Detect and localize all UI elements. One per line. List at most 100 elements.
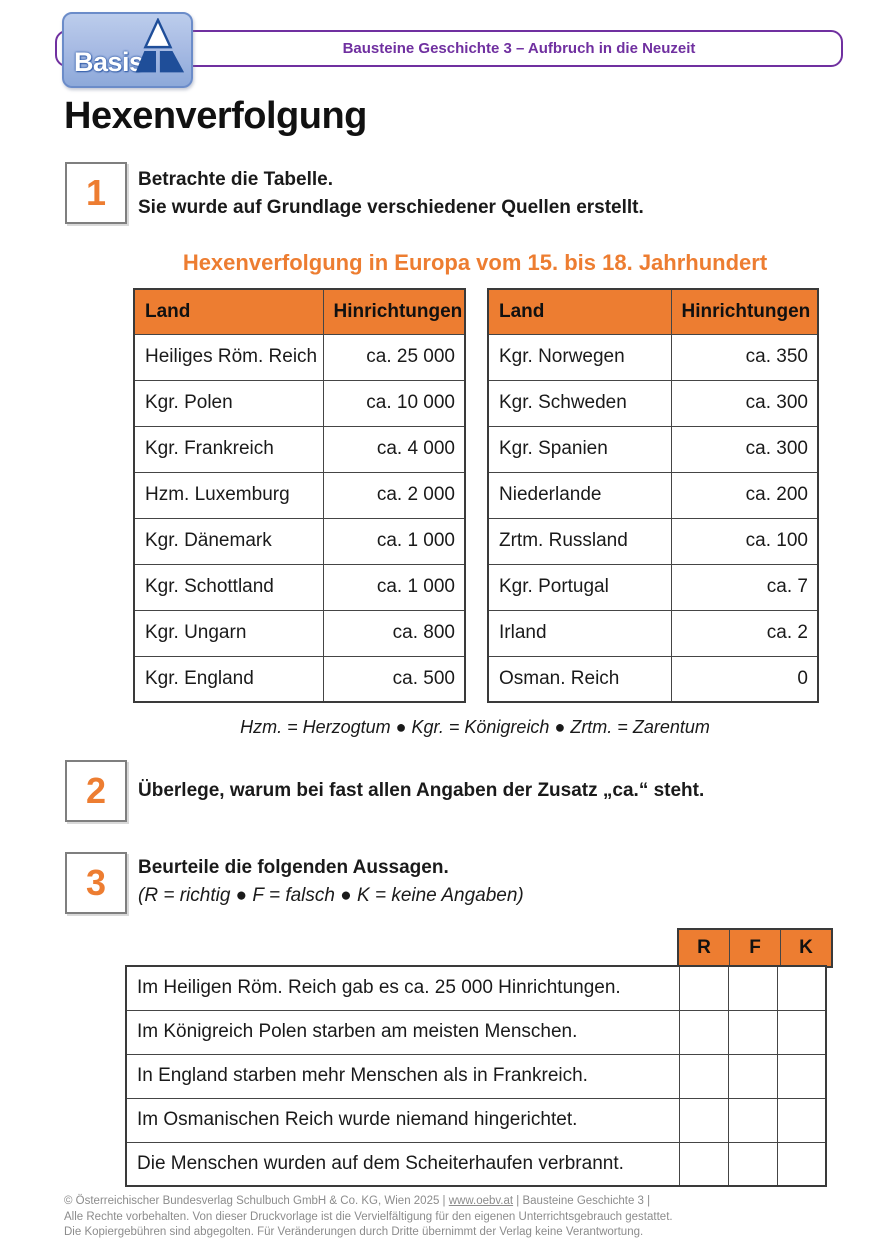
country-cell: Kgr. Frankreich (133, 425, 324, 473)
table-row: Kgr. Schweden ca. 300 (487, 379, 819, 427)
statement-row: Im Heiligen Röm. Reich gab es ca. 25 000… (125, 965, 827, 1011)
column-header-f: F (729, 928, 781, 968)
answer-cell-f[interactable] (727, 965, 778, 1011)
footer-line-2: Alle Rechte vorbehalten. Von dieser Druc… (64, 1210, 673, 1223)
answer-cell-r[interactable] (678, 1053, 729, 1099)
executions-table-right: Land Hinrichtungen Kgr. Norwegen ca. 350 … (487, 288, 819, 703)
count-cell: ca. 100 (670, 517, 819, 565)
country-cell: Kgr. Portugal (487, 563, 672, 611)
column-header-hinrichtungen: Hinrichtungen (670, 288, 819, 335)
statement-text: Im Heiligen Röm. Reich gab es ca. 25 000… (125, 965, 680, 1011)
count-cell: ca. 1 000 (322, 517, 466, 565)
task-2-text: Überlege, warum bei fast allen Angaben d… (138, 777, 704, 805)
country-cell: Kgr. Spanien (487, 425, 672, 473)
task-3-number: 3 (85, 862, 107, 903)
footer-line-3: Die Kopiergebühren sind abgegolten. Für … (64, 1226, 644, 1238)
answer-cell-k[interactable] (776, 1053, 827, 1099)
table-row: Heiliges Röm. Reich ca. 25 000 (133, 333, 466, 381)
task-1-text: Betrachte die Tabelle. Sie wurde auf Gru… (138, 166, 644, 222)
table-row: Zrtm. Russland ca. 100 (487, 517, 819, 565)
country-cell: Niederlande (487, 471, 672, 519)
table-section-title: Hexenverfolgung in Europa vom 15. bis 18… (182, 250, 768, 275)
task-2-number-box: 2 (65, 760, 127, 822)
country-cell: Kgr. Ungarn (133, 609, 324, 657)
basis-logo: Basis (62, 12, 193, 88)
statement-text: Im Königreich Polen starben am meisten M… (125, 1009, 680, 1055)
task-1-line-2: Sie wurde auf Grundlage verschiedener Qu… (138, 197, 644, 218)
table-row: Hzm. Luxemburg ca. 2 000 (133, 471, 466, 519)
rfk-header-row: R F K (677, 928, 833, 968)
answer-cell-k[interactable] (776, 1141, 827, 1187)
answer-cell-r[interactable] (678, 1141, 729, 1187)
answer-cell-k[interactable] (776, 965, 827, 1011)
pyramid-icon (125, 17, 187, 89)
country-cell: Kgr. Norwegen (487, 333, 672, 381)
country-cell: Kgr. England (133, 655, 324, 703)
table-row: Kgr. Ungarn ca. 800 (133, 609, 466, 657)
table-row: Kgr. England ca. 500 (133, 655, 466, 703)
statements-table: Im Heiligen Röm. Reich gab es ca. 25 000… (125, 965, 827, 1187)
count-cell: ca. 2 000 (322, 471, 466, 519)
page-title: Hexenverfolgung (64, 95, 367, 137)
country-cell: Zrtm. Russland (487, 517, 672, 565)
footer-line-1: © Österreichischer Bundesverlag Schulbuc… (64, 1194, 844, 1210)
footer-line-1-suffix: | Bausteine Geschichte 3 | (513, 1195, 651, 1207)
statement-text: In England starben mehr Menschen als in … (125, 1053, 680, 1099)
country-cell: Kgr. Schottland (133, 563, 324, 611)
statement-row: Die Menschen wurden auf dem Scheiterhauf… (125, 1141, 827, 1187)
task-3-text: Beurteile die folgenden Aussagen. (R = r… (138, 854, 524, 910)
answer-cell-f[interactable] (727, 1097, 778, 1143)
table-row: Kgr. Norwegen ca. 350 (487, 333, 819, 381)
answer-cell-f[interactable] (727, 1009, 778, 1055)
answer-cell-k[interactable] (776, 1009, 827, 1055)
task-3-line-2: (R = richtig ● F = falsch ● K = keine An… (138, 885, 524, 906)
count-cell: ca. 300 (670, 425, 819, 473)
column-header-k: K (780, 928, 833, 968)
task-1-number-box: 1 (65, 162, 127, 224)
count-cell: ca. 300 (670, 379, 819, 427)
task-1-number: 1 (85, 172, 107, 213)
column-header-hinrichtungen: Hinrichtungen (322, 288, 466, 335)
country-cell: Kgr. Schweden (487, 379, 672, 427)
task-1-line-1: Betrachte die Tabelle. (138, 169, 333, 190)
table-row: Kgr. Dänemark ca. 1 000 (133, 517, 466, 565)
country-cell: Osman. Reich (487, 655, 672, 703)
statement-text: Im Osmanischen Reich wurde niemand hinge… (125, 1097, 680, 1143)
statement-row: In England starben mehr Menschen als in … (125, 1053, 827, 1099)
statement-text: Die Menschen wurden auf dem Scheiterhauf… (125, 1141, 680, 1187)
answer-cell-r[interactable] (678, 1009, 729, 1055)
answer-cell-k[interactable] (776, 1097, 827, 1143)
table-header-row: Land Hinrichtungen (133, 288, 466, 335)
table-row: Kgr. Frankreich ca. 4 000 (133, 425, 466, 473)
statement-row: Im Osmanischen Reich wurde niemand hinge… (125, 1097, 827, 1143)
table-row: Irland ca. 2 (487, 609, 819, 657)
count-cell: ca. 4 000 (322, 425, 466, 473)
task-3-number-box: 3 (65, 852, 127, 914)
answer-cell-f[interactable] (727, 1053, 778, 1099)
answer-cell-r[interactable] (678, 965, 729, 1011)
column-header-land: Land (133, 288, 324, 335)
count-cell: 0 (670, 655, 819, 703)
answer-cell-f[interactable] (727, 1141, 778, 1187)
oebv-link[interactable]: www.oebv.at (448, 1195, 514, 1207)
country-cell: Heiliges Röm. Reich (133, 333, 324, 381)
count-cell: ca. 200 (670, 471, 819, 519)
count-cell: ca. 800 (322, 609, 466, 657)
count-cell: ca. 25 000 (322, 333, 466, 381)
copyright-footer: © Österreichischer Bundesverlag Schulbuc… (64, 1194, 844, 1241)
table-header-row: Land Hinrichtungen (487, 288, 819, 335)
count-cell: ca. 350 (670, 333, 819, 381)
country-cell: Irland (487, 609, 672, 657)
country-cell: Kgr. Polen (133, 379, 324, 427)
count-cell: ca. 7 (670, 563, 819, 611)
rfk-header-table: R F K (677, 928, 833, 968)
table-row: Kgr. Schottland ca. 1 000 (133, 563, 466, 611)
table-row: Niederlande ca. 200 (487, 471, 819, 519)
task-2-number: 2 (85, 770, 107, 811)
table-row: Kgr. Portugal ca. 7 (487, 563, 819, 611)
statement-row: Im Königreich Polen starben am meisten M… (125, 1009, 827, 1055)
banner-title: Bausteine Geschichte 3 – Aufbruch in die… (342, 40, 696, 57)
footer-line-1-prefix: © Österreichischer Bundesverlag Schulbuc… (64, 1195, 449, 1207)
answer-cell-r[interactable] (678, 1097, 729, 1143)
count-cell: ca. 500 (322, 655, 466, 703)
